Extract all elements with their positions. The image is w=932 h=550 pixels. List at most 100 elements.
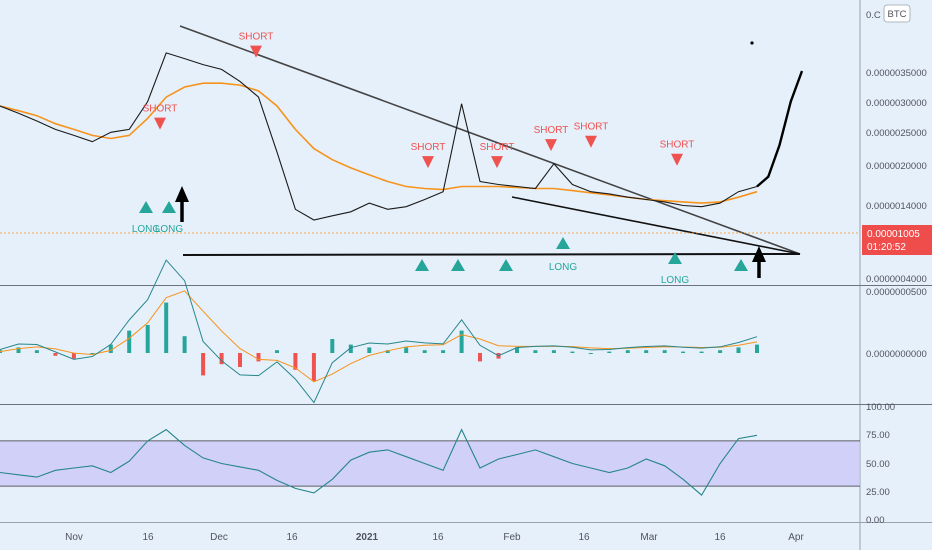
rsi-axis[interactable]: 100.00 75.00 50.00 25.00 0.00 [866,402,895,526]
macd-bar [718,350,723,353]
descending-trendline[interactable] [179,25,801,255]
time-tick: Apr [788,532,804,543]
price-line [0,52,758,221]
macd-bar [219,353,224,365]
price-tick: 0.0000004000 [866,274,927,285]
price-tick: 0.0000035000 [866,68,927,79]
long-signal-label: LONG [132,224,161,235]
short-signal-icon [250,45,262,58]
time-tick: Feb [503,532,521,543]
long-signal-icon [139,201,153,213]
macd-bar [385,350,390,353]
time-tick: 16 [714,532,726,543]
currency-badge[interactable] [883,4,911,23]
long-signal-icon [734,259,748,271]
macd-bar [256,353,261,362]
time-tick: Mar [640,532,658,543]
price-tick-partial: 0.C [866,10,881,21]
macd-bar [459,330,464,353]
macd-histogram [0,302,759,381]
short-signal-icon [491,156,503,169]
macd-bar [570,351,575,353]
macd-bar [367,347,372,353]
short-signal-label: SHORT [411,142,446,153]
long-signal-icon [451,259,465,271]
time-axis[interactable]: Nov 16 Dec 16 2021 16 Feb 16 Mar 16 Apr [65,532,804,543]
macd-bar [644,350,649,353]
macd-bar [736,347,741,353]
macd-bar [515,347,519,353]
macd-bar [551,350,556,353]
macd-bar [90,353,95,354]
macd-bar [478,353,482,362]
macd-bar [127,330,132,353]
macd-bar [662,350,667,353]
price-axis[interactable]: BTC 0.C 0.0000035000 0.0000030000 0.0000… [862,4,932,285]
time-tick: Nov [65,532,83,543]
short-signal-label: SHORT [480,142,515,153]
macd-bar [182,336,187,353]
last-price-box [862,225,932,255]
short-signal-label: SHORT [239,32,274,43]
short-signal-icon [545,139,557,152]
macd-bar [330,339,335,353]
last-price-value: 0.00001005 [867,229,920,240]
macd-bar [164,302,169,353]
long-signal-label: LONG [549,262,578,273]
rsi-tick: 50.00 [866,459,890,470]
macd-tick: 0.0000000000 [866,349,927,360]
up-arrow-icon [752,246,766,278]
macd-bar [201,353,206,376]
long-signal-icon [499,259,513,271]
long-signal-icon [162,201,176,213]
macd-axis[interactable]: 0.0000000500 0.0000000000 [866,287,927,360]
short-signal-icon [154,117,166,130]
macd-bar [607,351,612,353]
macd-bar [588,353,593,354]
macd-bar [441,350,446,353]
short-signal-label: SHORT [143,104,178,115]
rsi-band [0,440,860,487]
time-tick: 16 [142,532,154,543]
bar-countdown: 01:20:52 [867,242,906,253]
rsi-tick: 75.00 [866,430,890,441]
price-tick: 0.0000020000 [866,161,927,172]
macd-bar [238,353,242,367]
price-tick: 0.0000014000 [866,201,927,212]
rsi-tick: 100.00 [866,402,895,413]
macd-bar [625,350,630,353]
macd-bar [293,353,298,370]
long-signal-icon [556,237,570,249]
long-signal-icon [415,259,429,271]
time-tick: 16 [578,532,590,543]
time-tick: Dec [210,532,228,543]
triangle-upper-line[interactable] [511,196,801,255]
macd-bar [34,350,39,353]
macd-bar [699,351,704,353]
time-tick: 16 [286,532,298,543]
support-line[interactable] [182,253,801,256]
short-signal-label: SHORT [574,122,609,133]
macd-bar [533,350,538,353]
long-signal-label: LONG [155,224,184,235]
macd-tick: 0.0000000500 [866,287,927,298]
macd-bar [16,347,21,353]
macd-bar [275,350,279,353]
macd-bar [755,344,759,353]
short-signal-label: SHORT [660,140,695,151]
rsi-tick: 0.00 [866,515,885,526]
macd-bar [71,353,76,359]
time-tick: 16 [432,532,444,543]
rsi-tick: 25.00 [866,487,890,498]
projection-curve[interactable] [756,70,804,188]
currency-label: BTC [888,9,907,20]
macd-bar [404,347,409,353]
short-signal-label: SHORT [534,125,569,136]
dot-marker [750,41,754,45]
macd-signal-line [0,290,758,383]
long-signal-icon [668,252,682,264]
macd-bar [145,325,150,353]
macd-bar [422,350,427,353]
